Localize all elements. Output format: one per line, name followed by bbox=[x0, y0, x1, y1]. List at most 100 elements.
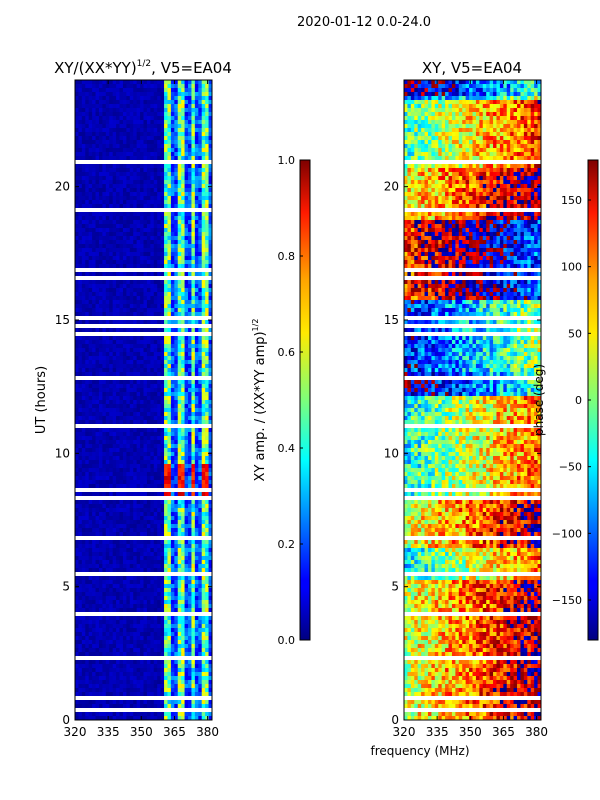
heatmap-cell bbox=[122, 484, 127, 489]
heatmap-cell bbox=[205, 484, 209, 489]
heatmap-cell bbox=[133, 272, 137, 277]
heatmap-cell bbox=[126, 516, 131, 521]
heatmap-cell bbox=[95, 568, 100, 573]
heatmap-cell bbox=[140, 344, 144, 349]
heatmap-cell bbox=[167, 84, 172, 89]
heatmap-cell bbox=[198, 380, 203, 385]
heatmap-cell bbox=[133, 204, 137, 209]
heatmap-cell bbox=[146, 548, 151, 553]
heatmap-cell bbox=[164, 104, 168, 109]
heatmap-cell bbox=[98, 460, 103, 465]
heatmap-cell bbox=[174, 436, 179, 441]
heatmap-cell bbox=[205, 460, 209, 465]
heatmap-cell bbox=[126, 460, 131, 465]
heatmap-cell bbox=[157, 560, 161, 565]
heatmap-cell bbox=[205, 304, 209, 309]
heatmap-cell bbox=[198, 272, 203, 277]
heatmap-cell bbox=[208, 540, 213, 545]
heatmap-cell bbox=[198, 400, 203, 405]
heatmap-cell bbox=[140, 156, 144, 161]
heatmap-cell bbox=[174, 520, 179, 525]
heatmap-cell bbox=[140, 108, 144, 113]
heatmap-cell bbox=[81, 548, 86, 553]
heatmap-cell bbox=[150, 388, 155, 393]
heatmap-cell bbox=[201, 236, 206, 241]
heatmap-cell bbox=[191, 120, 196, 125]
heatmap-cell bbox=[102, 144, 107, 149]
heatmap-cell bbox=[81, 284, 86, 289]
heatmap-cell bbox=[157, 192, 161, 197]
heatmap-cell bbox=[181, 628, 185, 633]
heatmap-cell bbox=[201, 300, 206, 305]
heatmap-cell bbox=[92, 144, 96, 149]
heatmap-cell bbox=[205, 168, 209, 173]
heatmap-cell bbox=[150, 244, 155, 249]
heatmap-cell bbox=[184, 272, 189, 277]
heatmap-cell bbox=[146, 272, 151, 277]
heatmap-cell bbox=[126, 396, 131, 401]
heatmap-cell bbox=[205, 212, 209, 217]
heatmap-cell bbox=[184, 408, 189, 413]
heatmap-cell bbox=[177, 292, 182, 297]
heatmap-cell bbox=[129, 240, 134, 245]
heatmap-cell bbox=[160, 172, 165, 177]
heatmap-cell bbox=[205, 224, 209, 229]
heatmap-cell bbox=[153, 404, 158, 409]
heatmap-cell bbox=[160, 280, 165, 285]
heatmap-cell bbox=[143, 108, 148, 113]
heatmap-cell bbox=[143, 92, 148, 97]
heatmap-cell bbox=[184, 448, 189, 453]
heatmap-cell bbox=[157, 344, 161, 349]
heatmap-cell bbox=[150, 596, 155, 601]
heatmap-cell bbox=[129, 192, 134, 197]
heatmap-cell bbox=[208, 588, 213, 593]
heatmap-cell bbox=[81, 184, 86, 189]
heatmap-cell bbox=[116, 512, 120, 517]
heatmap-cell bbox=[88, 248, 93, 253]
heatmap-cell bbox=[208, 272, 213, 277]
heatmap-cell bbox=[98, 420, 103, 425]
heatmap-cell bbox=[188, 144, 192, 149]
heatmap-cell bbox=[205, 336, 209, 341]
heatmap-cell bbox=[191, 596, 196, 601]
heatmap-cell bbox=[174, 232, 179, 237]
heatmap-cell bbox=[164, 140, 168, 145]
heatmap-cell bbox=[78, 380, 83, 385]
heatmap-cell bbox=[177, 84, 182, 89]
heatmap-cell bbox=[181, 384, 185, 389]
heatmap-cell bbox=[177, 232, 182, 237]
heatmap-cell bbox=[150, 368, 155, 373]
heatmap-cell bbox=[188, 176, 192, 181]
heatmap-cell bbox=[164, 116, 168, 121]
heatmap-cell bbox=[119, 364, 124, 369]
heatmap-cell bbox=[167, 284, 172, 289]
heatmap-cell bbox=[126, 408, 131, 413]
heatmap-cell bbox=[95, 596, 100, 601]
heatmap-cell bbox=[95, 580, 100, 585]
heatmap-cell bbox=[109, 368, 113, 373]
heatmap-cell bbox=[102, 132, 107, 137]
heatmap-cell bbox=[205, 140, 209, 145]
heatmap-cell bbox=[160, 624, 165, 629]
heatmap-cell bbox=[177, 592, 182, 597]
heatmap-cell bbox=[201, 84, 206, 89]
heatmap-cell bbox=[181, 432, 185, 437]
heatmap-cell bbox=[140, 164, 144, 169]
heatmap-cell bbox=[98, 128, 103, 133]
heatmap-cell bbox=[88, 132, 93, 137]
heatmap-cell bbox=[75, 420, 79, 425]
heatmap-cell bbox=[129, 100, 134, 105]
heatmap-cell bbox=[109, 280, 113, 285]
heatmap-cell bbox=[119, 92, 124, 97]
heatmap-cell bbox=[136, 152, 141, 157]
heatmap-cell bbox=[191, 280, 196, 285]
heatmap-cell bbox=[119, 252, 124, 257]
heatmap-cell bbox=[194, 228, 199, 233]
heatmap-cell bbox=[133, 232, 137, 237]
heatmap-cell bbox=[191, 544, 196, 549]
heatmap-cell bbox=[116, 152, 120, 157]
heatmap-cell bbox=[92, 408, 96, 413]
heatmap-cell bbox=[126, 520, 131, 525]
heatmap-cell bbox=[140, 384, 144, 389]
heatmap-cell bbox=[98, 180, 103, 185]
